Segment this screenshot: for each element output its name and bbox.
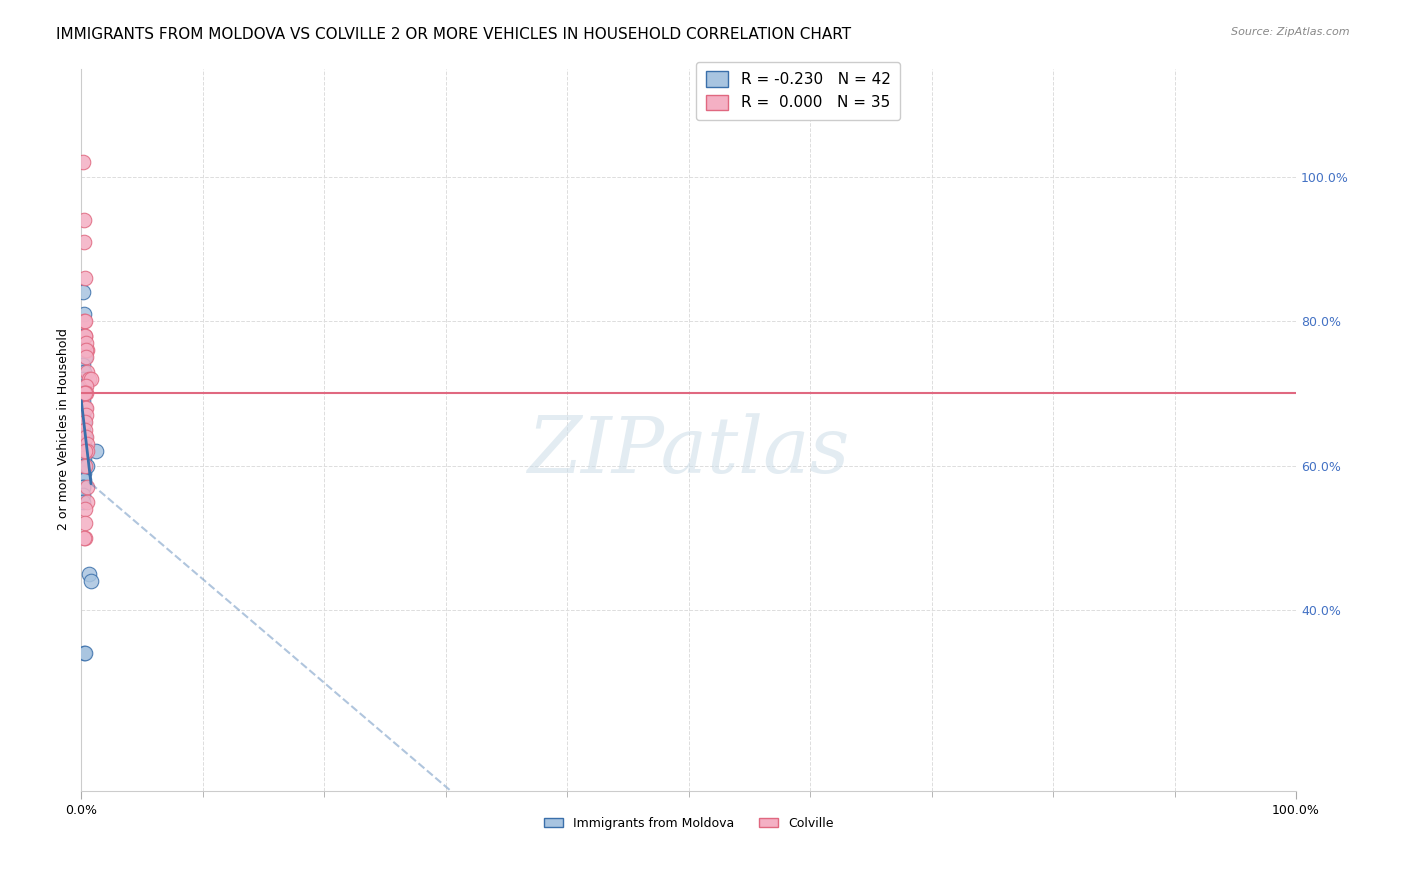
Point — [73, 423, 96, 437]
Point — [72, 358, 94, 372]
Point — [72, 372, 94, 386]
Point — [72, 393, 94, 408]
Point — [73, 386, 96, 401]
Point — [76, 343, 98, 358]
Point — [76, 437, 98, 451]
Point — [75, 408, 97, 422]
Point — [75, 343, 97, 358]
Point — [73, 314, 96, 328]
Point — [73, 458, 96, 473]
Point — [77, 566, 100, 581]
Point — [76, 495, 98, 509]
Point — [72, 451, 94, 466]
Point — [72, 408, 94, 422]
Legend: Immigrants from Moldova, Colville: Immigrants from Moldova, Colville — [538, 812, 838, 835]
Point — [73, 365, 96, 379]
Point — [73, 444, 96, 458]
Point — [73, 646, 96, 660]
Point — [77, 372, 100, 386]
Point — [73, 343, 96, 358]
Point — [73, 328, 96, 343]
Y-axis label: 2 or more Vehicles in Household: 2 or more Vehicles in Household — [58, 328, 70, 531]
Point — [72, 480, 94, 494]
Point — [76, 480, 98, 494]
Point — [73, 646, 96, 660]
Point — [75, 401, 97, 415]
Point — [73, 473, 96, 487]
Point — [72, 458, 94, 473]
Point — [73, 437, 96, 451]
Point — [73, 401, 96, 415]
Point — [72, 495, 94, 509]
Text: ZIPatlas: ZIPatlas — [527, 413, 849, 490]
Point — [75, 351, 97, 365]
Point — [75, 379, 97, 393]
Text: IMMIGRANTS FROM MOLDOVA VS COLVILLE 2 OR MORE VEHICLES IN HOUSEHOLD CORRELATION : IMMIGRANTS FROM MOLDOVA VS COLVILLE 2 OR… — [56, 27, 852, 42]
Point — [80, 372, 103, 386]
Point — [72, 386, 94, 401]
Point — [72, 487, 94, 501]
Point — [72, 155, 94, 169]
Point — [72, 458, 94, 473]
Point — [73, 430, 96, 444]
Point — [72, 437, 94, 451]
Point — [73, 430, 96, 444]
Point — [72, 444, 94, 458]
Point — [73, 502, 96, 516]
Point — [72, 466, 94, 480]
Point — [75, 386, 97, 401]
Point — [72, 285, 94, 300]
Point — [73, 531, 96, 545]
Point — [76, 444, 98, 458]
Point — [73, 531, 96, 545]
Point — [73, 351, 96, 365]
Point — [80, 574, 103, 589]
Point — [72, 473, 94, 487]
Point — [72, 423, 94, 437]
Point — [73, 235, 96, 249]
Point — [73, 458, 96, 473]
Point — [73, 401, 96, 415]
Point — [72, 480, 94, 494]
Point — [75, 430, 97, 444]
Point — [73, 328, 96, 343]
Point — [76, 458, 98, 473]
Text: Source: ZipAtlas.com: Source: ZipAtlas.com — [1232, 27, 1350, 37]
Point — [73, 307, 96, 321]
Point — [73, 213, 96, 227]
Point — [73, 271, 96, 285]
Point — [73, 379, 96, 393]
Point — [73, 451, 96, 466]
Point — [73, 415, 96, 429]
Point — [73, 386, 96, 401]
Point — [73, 466, 96, 480]
Point — [72, 328, 94, 343]
Point — [73, 444, 96, 458]
Point — [73, 415, 96, 429]
Point — [73, 401, 96, 415]
Point — [72, 458, 94, 473]
Point — [75, 335, 97, 350]
Point — [73, 314, 96, 328]
Point — [76, 365, 98, 379]
Point — [73, 516, 96, 531]
Point — [84, 444, 107, 458]
